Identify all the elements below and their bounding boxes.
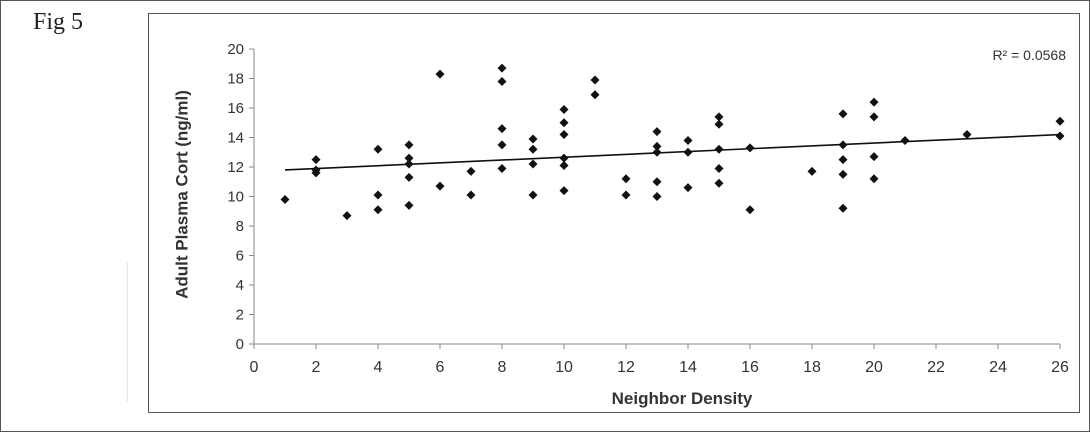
data-point xyxy=(838,155,848,165)
x-tick-label: 14 xyxy=(679,359,697,376)
data-point xyxy=(373,190,383,200)
data-point xyxy=(435,181,445,191)
data-point xyxy=(745,205,755,215)
data-point xyxy=(714,144,724,154)
data-point xyxy=(714,163,724,173)
x-tick-label: 4 xyxy=(374,359,383,376)
data-point xyxy=(497,124,507,134)
data-point xyxy=(683,135,693,145)
data-point xyxy=(714,178,724,188)
data-point xyxy=(900,135,910,145)
data-point xyxy=(466,166,476,176)
data-point xyxy=(962,130,972,140)
y-tick-label: 14 xyxy=(227,130,244,147)
y-tick-label: 6 xyxy=(236,248,244,265)
data-point xyxy=(404,200,414,210)
y-tick-label: 20 xyxy=(227,41,244,58)
x-tick-label: 22 xyxy=(927,359,945,376)
data-point xyxy=(528,144,538,154)
y-tick-label: 10 xyxy=(227,189,244,206)
data-point xyxy=(590,75,600,85)
data-point xyxy=(652,141,662,151)
y-axis-title: Adult Plasma Cort (ng/ml) xyxy=(172,90,191,299)
data-point xyxy=(528,134,538,144)
data-point xyxy=(652,127,662,137)
data-point xyxy=(1055,116,1065,126)
data-point xyxy=(714,119,724,129)
data-point xyxy=(652,177,662,187)
data-point xyxy=(807,166,817,176)
x-tick-label: 8 xyxy=(498,359,507,376)
x-tick-label: 10 xyxy=(555,359,573,376)
data-point xyxy=(528,190,538,200)
data-point xyxy=(559,118,569,128)
data-point xyxy=(311,155,321,165)
data-point xyxy=(559,104,569,114)
data-point xyxy=(404,140,414,150)
data-point xyxy=(838,203,848,213)
y-tick-label: 4 xyxy=(236,277,244,294)
data-point xyxy=(342,211,352,221)
axes xyxy=(249,48,1061,349)
data-point xyxy=(497,63,507,73)
x-tick-label: 2 xyxy=(312,359,321,376)
data-point xyxy=(559,130,569,140)
data-point xyxy=(497,76,507,86)
y-tick-label: 2 xyxy=(236,307,244,324)
x-tick-label: 6 xyxy=(436,359,445,376)
data-point xyxy=(683,183,693,193)
data-point xyxy=(466,190,476,200)
y-tick-label: 18 xyxy=(227,71,244,88)
x-tick-label: 26 xyxy=(1051,359,1069,376)
y-tick-label: 16 xyxy=(227,100,244,117)
data-point xyxy=(621,174,631,184)
data-point xyxy=(714,112,724,122)
data-point xyxy=(311,168,321,178)
data-point xyxy=(528,159,538,169)
data-point xyxy=(621,190,631,200)
data-point xyxy=(280,194,290,204)
y-tick-label: 8 xyxy=(236,218,244,235)
data-point xyxy=(435,69,445,79)
r-squared-label: R² = 0.0568 xyxy=(992,47,1066,63)
data-point xyxy=(497,140,507,150)
data-point xyxy=(869,97,879,107)
x-tick-label: 12 xyxy=(617,359,635,376)
data-point xyxy=(838,109,848,119)
figure-label: Fig 5 xyxy=(33,9,84,35)
x-axis-title: Neighbor Density xyxy=(612,389,753,408)
data-point xyxy=(869,152,879,162)
trendline xyxy=(284,133,1061,171)
data-point xyxy=(652,192,662,201)
data-point xyxy=(869,112,879,122)
data-points xyxy=(280,63,1065,221)
data-point xyxy=(590,90,600,100)
x-tick-label: 0 xyxy=(250,359,259,376)
data-point xyxy=(1055,131,1065,141)
y-tick-label: 0 xyxy=(236,336,244,353)
x-tick-label: 20 xyxy=(865,359,883,376)
data-point xyxy=(559,161,569,171)
chart-area-frame xyxy=(148,13,1080,413)
x-tick-label: 16 xyxy=(741,359,759,376)
x-tick-label: 18 xyxy=(803,359,821,376)
x-tick-label: 24 xyxy=(989,359,1007,376)
scan-artifact-line xyxy=(127,262,128,402)
data-point xyxy=(745,143,755,153)
data-point xyxy=(373,144,383,154)
data-point xyxy=(373,205,383,215)
data-point xyxy=(838,169,848,179)
data-point xyxy=(404,153,414,163)
data-point xyxy=(559,153,569,163)
data-point xyxy=(869,174,879,184)
y-tick-label: 12 xyxy=(227,159,244,176)
data-point xyxy=(559,186,569,196)
data-point xyxy=(404,172,414,182)
data-point xyxy=(497,163,507,173)
